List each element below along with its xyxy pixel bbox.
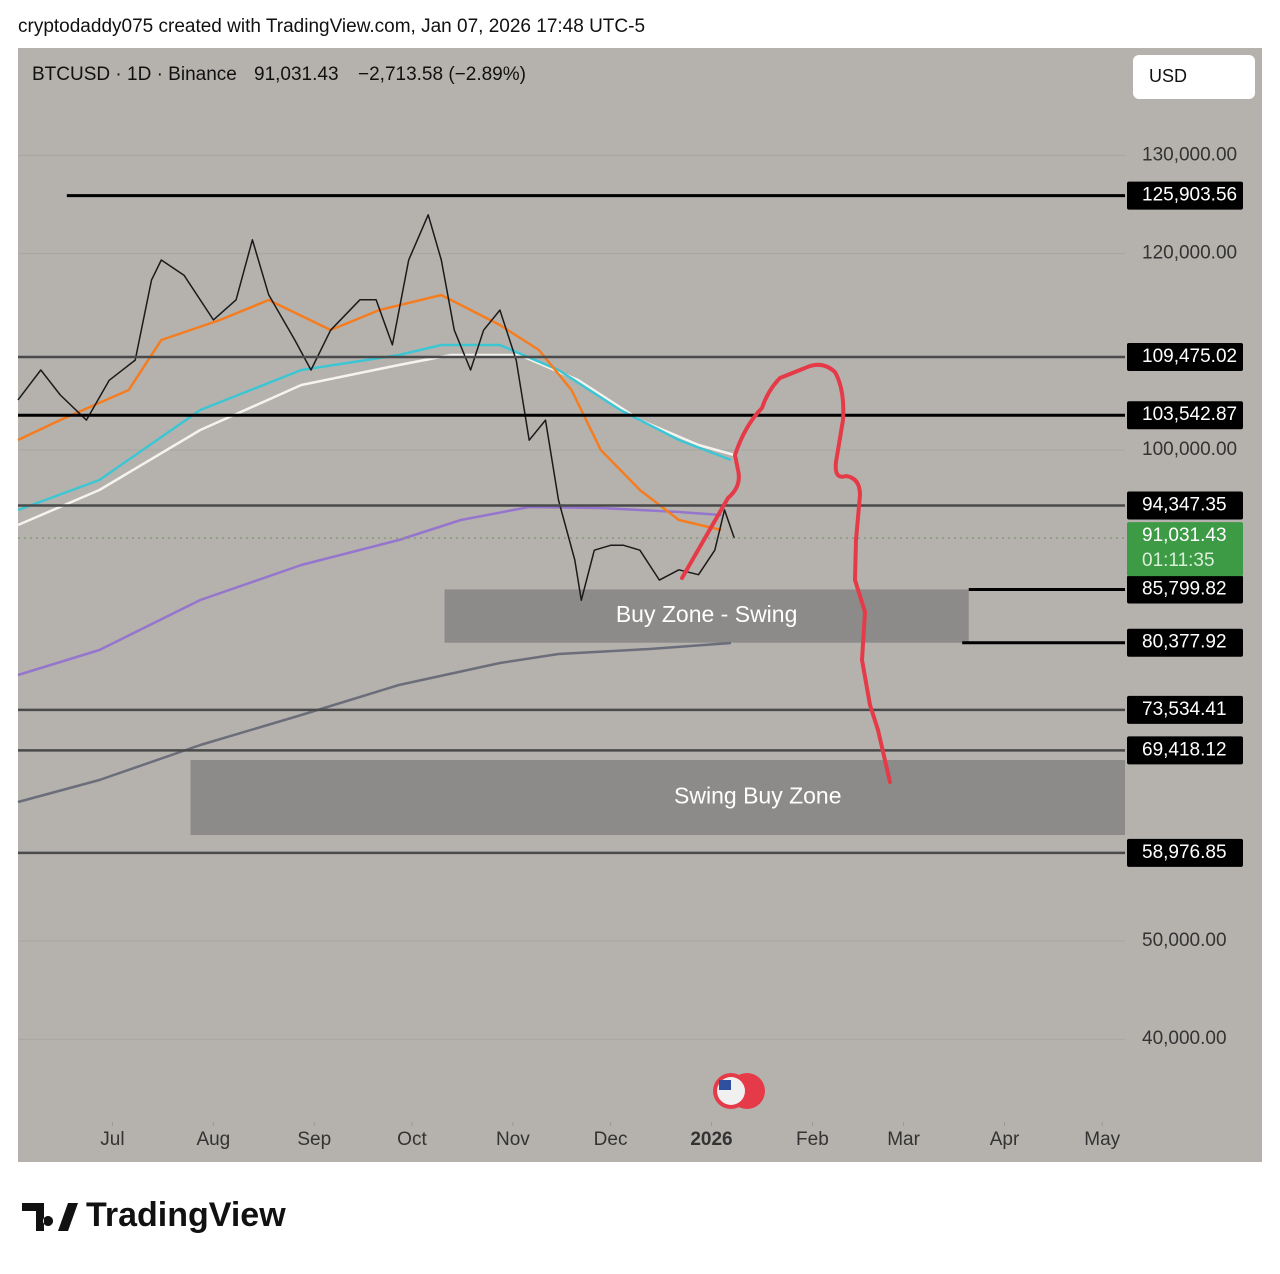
symbol: BTCUSD · 1D · Binance: [32, 64, 237, 85]
level-label-box: [1127, 736, 1243, 765]
currency[interactable]: USD: [1149, 66, 1187, 86]
y-tick-label: 50,000.00: [1142, 930, 1227, 951]
level-label-box: [1127, 491, 1243, 520]
level-label-box: [1127, 401, 1243, 430]
level-label: 103,542.87: [1142, 404, 1237, 425]
header-change: −2,713.58 (−2.89%): [358, 64, 526, 85]
y-tick-label: 100,000.00: [1142, 439, 1237, 460]
level-label: 109,475.02: [1142, 346, 1237, 367]
level-label: 73,534.41: [1142, 699, 1227, 720]
hand-drawn-projection: [680, 362, 892, 784]
series-line: [17, 505, 722, 677]
x-tick-label: Aug: [196, 1129, 230, 1150]
series-line: [17, 641, 732, 804]
current-price-box: [1127, 522, 1243, 577]
zone: [444, 589, 969, 643]
y-tick-label: 120,000.00: [1142, 243, 1237, 264]
zone: [190, 760, 1125, 836]
level-label: 125,903.56: [1142, 185, 1237, 206]
plot: 130,000.00 120,000.00 100,000.00 50,000.00 4…: [17, 144, 1243, 1150]
current-price-label: 91,031.43: [1142, 525, 1227, 546]
level-label-box: [1127, 575, 1243, 604]
logo: [22, 1203, 78, 1231]
level-label: 80,377.92: [1142, 632, 1227, 653]
header-price: 91,031.43: [254, 64, 339, 85]
credit: cryptodaddy075 created with TradingView.…: [18, 16, 645, 37]
series-line: [17, 343, 732, 512]
x-tick-label: 2026: [690, 1129, 732, 1150]
y-tick-label: 130,000.00: [1142, 144, 1237, 165]
x-tick-label: Mar: [887, 1129, 920, 1150]
event-icons: [713, 1073, 765, 1109]
x-tick-label: Jul: [100, 1129, 124, 1150]
x-tick-label: Apr: [990, 1129, 1020, 1150]
level-label: 58,976.85: [1142, 842, 1227, 863]
x-tick-label: Dec: [594, 1129, 628, 1150]
level-label-box: [1127, 695, 1243, 724]
level-label: 69,418.12: [1142, 739, 1227, 760]
x-tick-label: Nov: [496, 1129, 530, 1150]
level-label: 85,799.82: [1142, 578, 1227, 599]
level-label: 94,347.35: [1142, 495, 1227, 516]
level-label-box: [1127, 628, 1243, 657]
currency-button[interactable]: [1133, 55, 1255, 99]
x-tick-label: Feb: [796, 1129, 829, 1150]
x-tick-label: Sep: [297, 1129, 331, 1150]
event-icon: [719, 1080, 731, 1090]
x-tick-label: May: [1084, 1129, 1120, 1150]
zone-label: Swing Buy Zone: [674, 783, 841, 809]
brand: TradingView: [86, 1196, 286, 1234]
y-tick-label: 40,000.00: [1142, 1028, 1227, 1049]
series-line: [17, 214, 736, 602]
level-label-box: [1127, 342, 1243, 371]
level-label-box: [1127, 838, 1243, 867]
countdown: 01:11:35: [1142, 550, 1215, 571]
level-label-box: [1127, 181, 1243, 210]
series-line: [17, 353, 735, 527]
x-tick-label: Oct: [397, 1129, 427, 1150]
zone-label: Buy Zone - Swing: [616, 601, 798, 627]
